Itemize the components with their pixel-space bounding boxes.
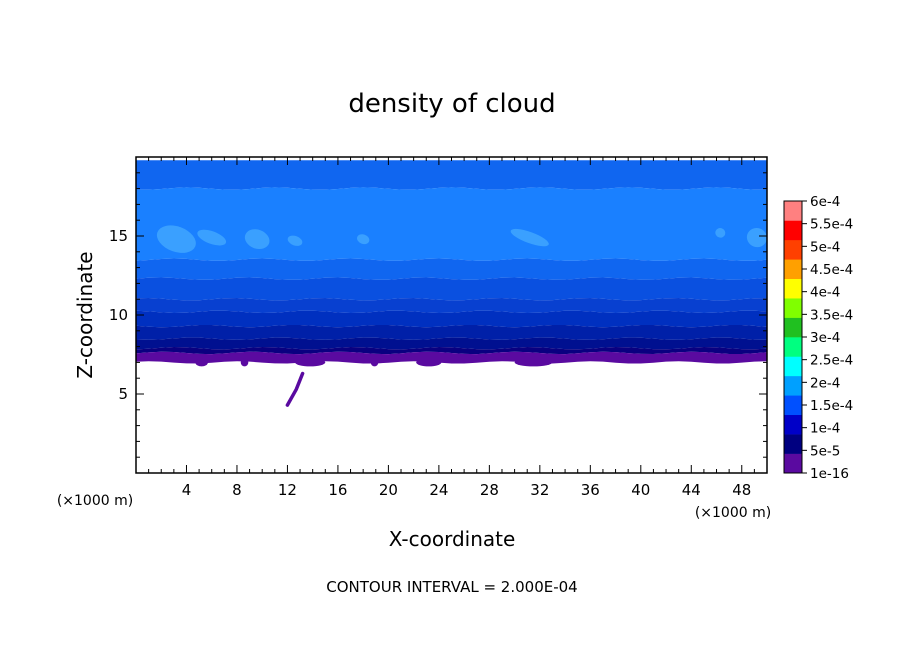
cloud-density-streak (285, 371, 305, 407)
x-tick-label: 20 (379, 481, 398, 499)
density-patch (197, 229, 227, 246)
colorbar-swatch (784, 259, 802, 280)
density-streak (285, 371, 305, 407)
x-tick-label: 48 (732, 481, 751, 499)
colorbar-swatch (784, 414, 802, 435)
density-patch (357, 234, 370, 245)
density-layer (136, 160, 767, 190)
colorbar-swatch (784, 395, 802, 416)
density-patch (244, 229, 270, 250)
colorbar-label: 3.5e-4 (810, 307, 853, 323)
colorbar-swatch (784, 298, 802, 318)
cloud-base-bump (240, 358, 249, 367)
colorbar-label: 6e-4 (810, 194, 840, 210)
colorbar-label: 1e-4 (810, 421, 840, 437)
colorbar-label: 4e-4 (810, 285, 840, 301)
x-tick-label: 32 (530, 481, 549, 499)
x-tick-label: 16 (328, 481, 347, 499)
density-patch (156, 225, 196, 253)
x-tick-label: 8 (232, 481, 242, 499)
cloud-base-bump (195, 358, 208, 367)
y-axis-label: Z-coordinate (73, 251, 97, 378)
colorbar-labels: 1e-16 5e-5 1e-4 1.5e-4 2e-4 2.5e-4 3e-4 3.5e-4 4… (802, 194, 853, 482)
colorbar-swatches (784, 201, 802, 474)
y-tick-label: 10 (109, 306, 128, 324)
colorbar: 1e-16 5e-5 1e-4 1.5e-4 2e-4 2.5e-4 3e-4 3.5e-4 4… (783, 194, 853, 482)
x-tick-label: 36 (581, 481, 600, 499)
colorbar-label: 3e-4 (810, 330, 840, 346)
colorbar-swatch (784, 278, 802, 299)
density-layer (136, 347, 767, 355)
density-layer (136, 325, 767, 340)
density-layer (136, 337, 767, 350)
density-patch (715, 228, 726, 238)
cloud-base-bump (416, 358, 442, 367)
colorbar-label: 5e-5 (810, 443, 840, 459)
colorbar-label: 5e-4 (810, 239, 840, 255)
x-unit-right: (×1000 m) (695, 505, 771, 521)
y-tick-label: 5 (118, 385, 128, 403)
contour-interval-note: CONTOUR INTERVAL = 2.000E-04 (326, 578, 577, 596)
cloud-density-layers (136, 160, 767, 367)
colorbar-swatch (784, 453, 802, 474)
colorbar-label: 2.5e-4 (810, 353, 853, 369)
density-patch (746, 228, 767, 248)
density-layer (136, 310, 767, 328)
x-axis-label: X-coordinate (389, 527, 516, 551)
colorbar-label: 4.5e-4 (810, 262, 853, 278)
x-unit-left: (×1000 m) (57, 493, 133, 509)
colorbar-swatch (784, 317, 802, 338)
colorbar-swatch (784, 201, 802, 221)
cloud-base-bump (370, 358, 379, 367)
x-tick-label: 12 (278, 481, 297, 499)
x-axis: 4 8 12 16 20 24 28 32 36 40 44 48 (135, 157, 768, 499)
density-layer (136, 298, 767, 313)
x-tick-label: 40 (631, 481, 650, 499)
colorbar-swatch (784, 337, 802, 357)
density-layer (136, 277, 767, 301)
density-layer (136, 187, 767, 261)
colorbar-swatch (784, 375, 802, 396)
colorbar-swatch (784, 356, 802, 377)
chart-title: density of cloud (348, 89, 555, 119)
colorbar-label: 1e-16 (810, 466, 849, 482)
cloud-base-bump (514, 358, 553, 367)
density-patch (287, 235, 303, 246)
y-tick-label: 15 (109, 227, 128, 245)
x-tick-label: 4 (182, 481, 192, 499)
colorbar-swatch (784, 220, 802, 241)
colorbar-label: 2e-4 (810, 375, 840, 391)
density-patch (510, 228, 549, 247)
colorbar-label: 5.5e-4 (810, 217, 853, 233)
cloud-density-patches (156, 225, 767, 253)
density-layer (136, 351, 767, 364)
colorbar-swatch (784, 239, 802, 260)
x-tick-label: 28 (480, 481, 499, 499)
colorbar-swatch (784, 434, 802, 454)
density-layer (136, 258, 767, 280)
colorbar-label: 1.5e-4 (810, 398, 853, 414)
x-tick-label: 24 (429, 481, 448, 499)
y-axis: 5 10 15 (109, 156, 767, 474)
x-tick-label: 44 (682, 481, 701, 499)
cloud-base-bump (295, 358, 326, 367)
